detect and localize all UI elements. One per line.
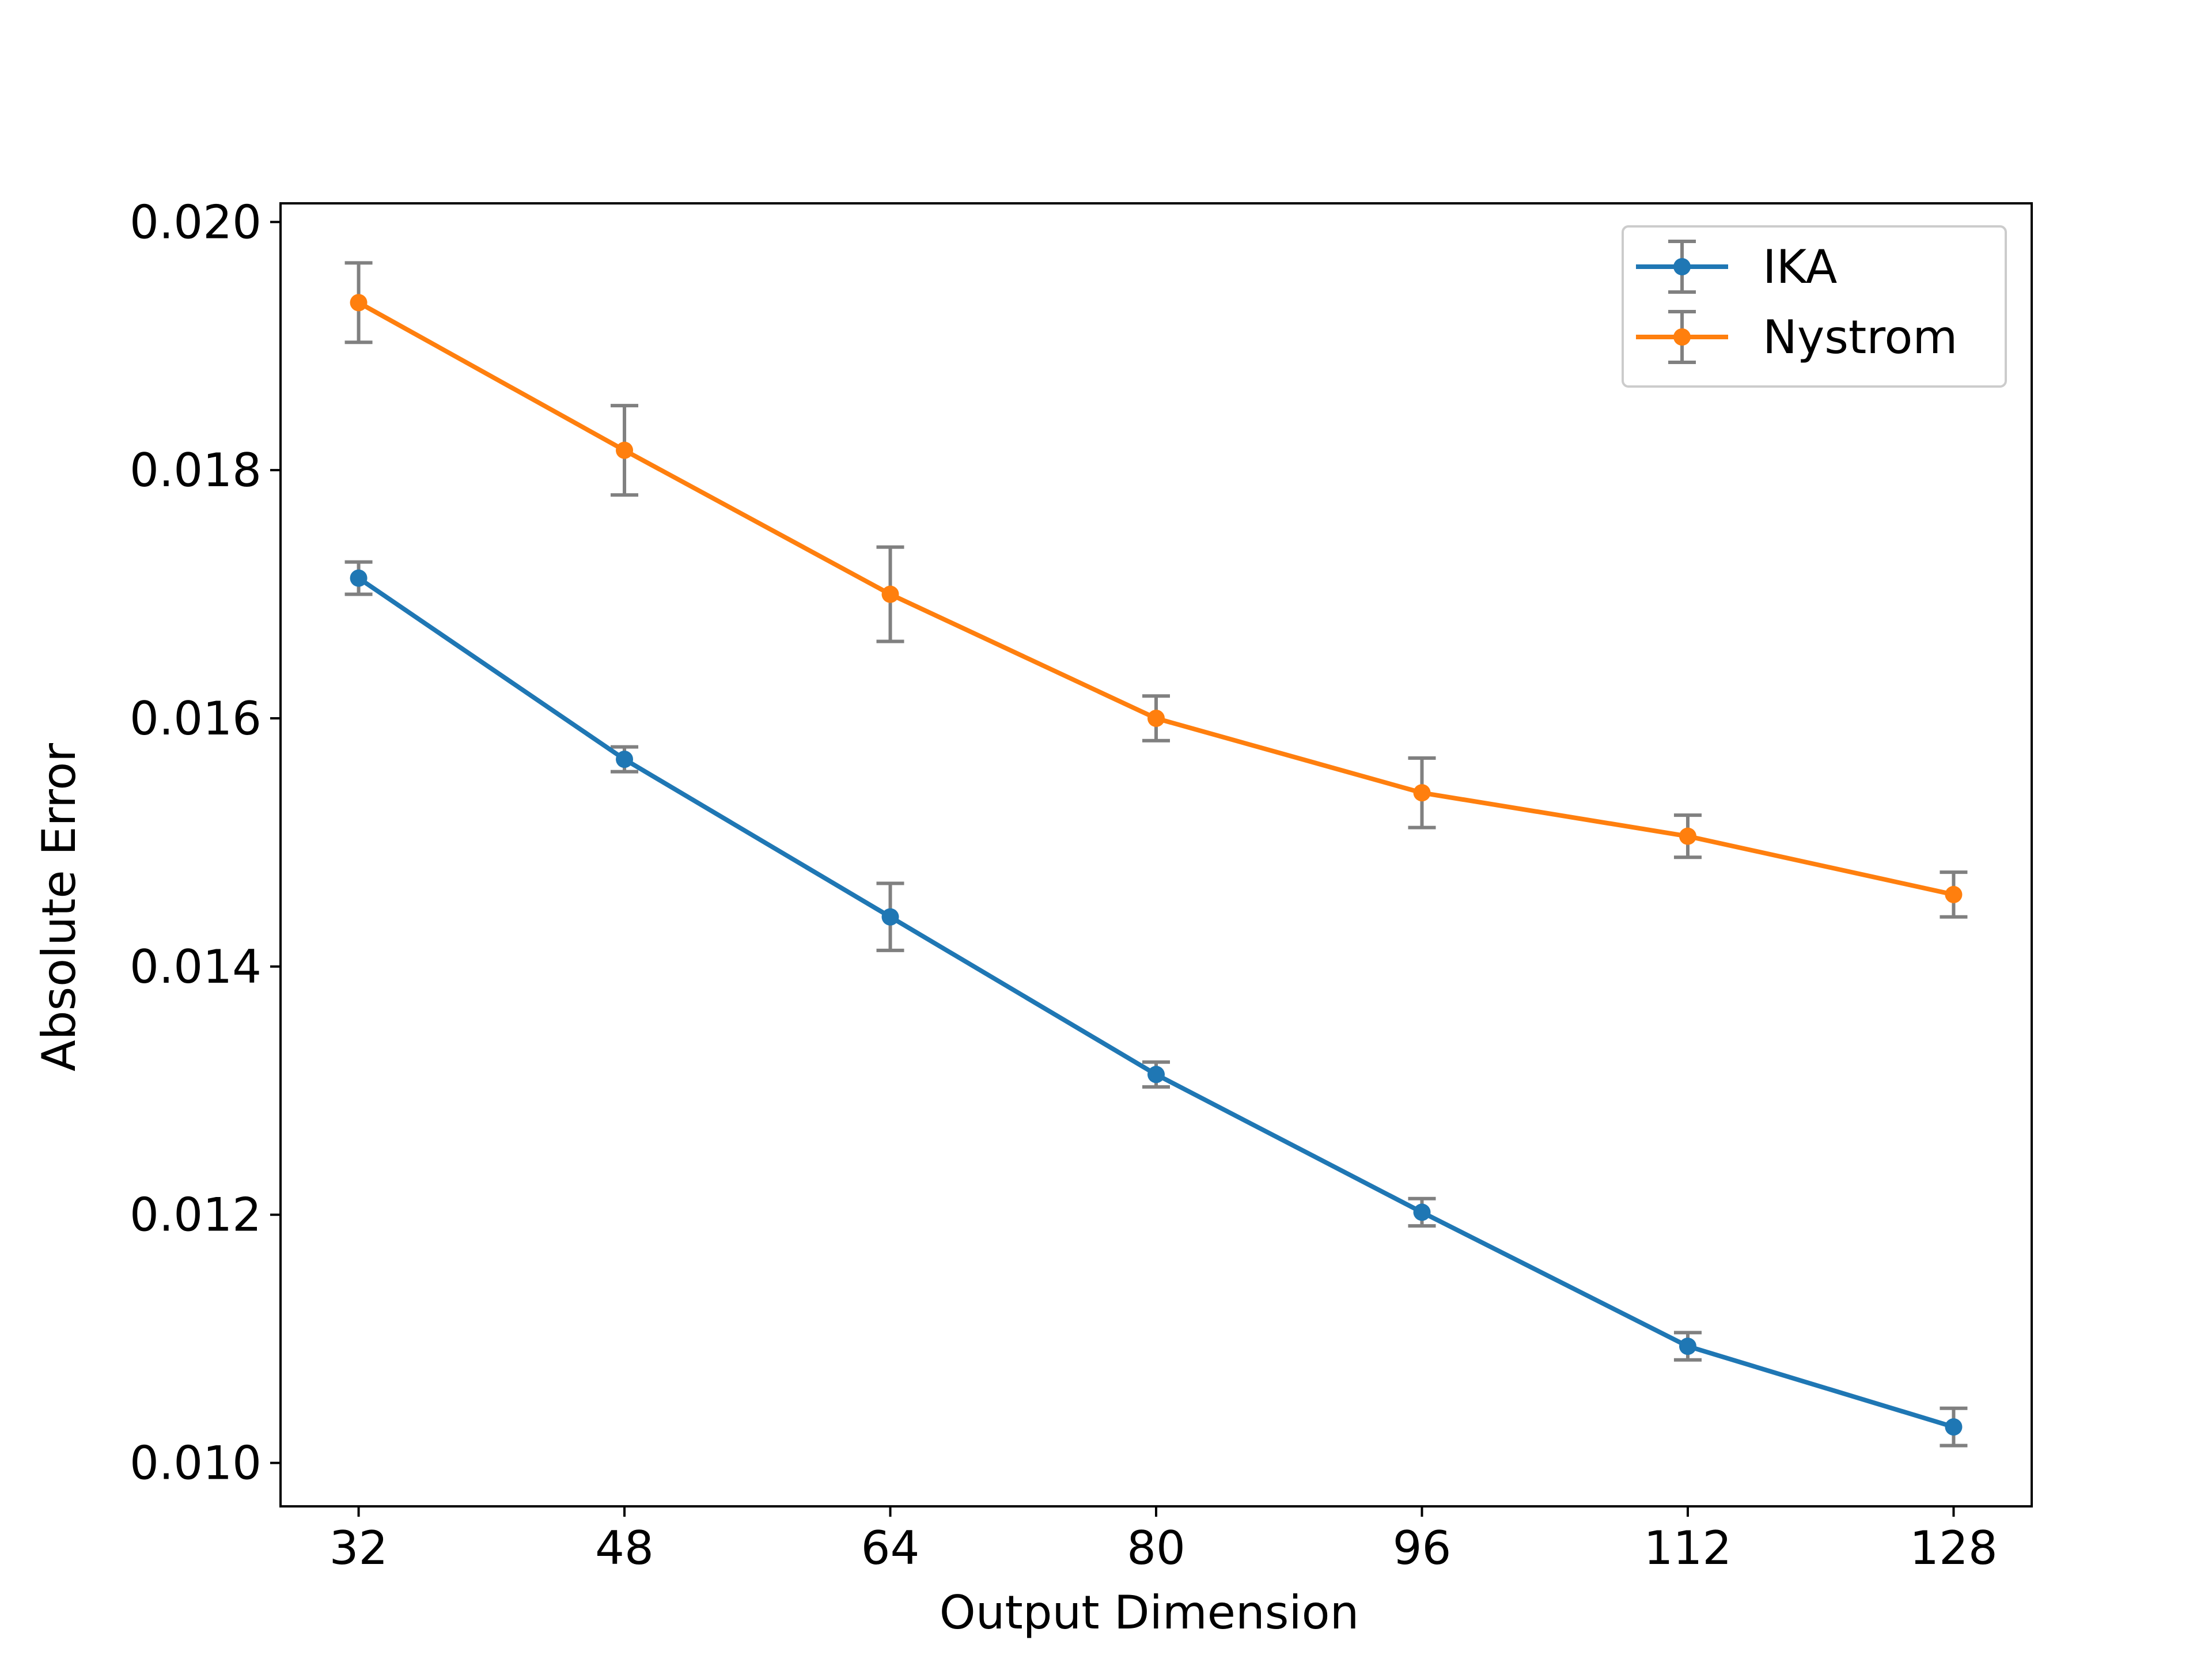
x-tick-label: 96 (1393, 1521, 1452, 1575)
data-point (881, 585, 899, 603)
legend-marker-ika (1673, 258, 1691, 275)
plot-area (344, 261, 1968, 1448)
legend-label-ika: IKA (1763, 240, 1838, 294)
data-point (616, 751, 634, 768)
data-point (1147, 1066, 1165, 1084)
y-tick-label: 0.018 (130, 444, 262, 497)
x-tick-label: 48 (595, 1521, 654, 1575)
data-point (1679, 1338, 1696, 1355)
y-axis-label: Absolute Error (32, 743, 86, 1071)
data-point (1413, 784, 1431, 802)
series-ika (344, 560, 1968, 1448)
x-tick-label: 64 (861, 1521, 920, 1575)
data-point (1945, 1418, 1963, 1436)
legend-label-nystrom: Nystrom (1763, 310, 1957, 364)
data-point (1945, 885, 1963, 903)
y-tick-label: 0.014 (130, 940, 262, 994)
axes: 32 48 64 80 96 112 128 0.010 0.012 0.014 0.016 0.01… (130, 195, 2033, 1575)
data-point (1679, 827, 1696, 845)
legend-item-nystrom: Nystrom (1636, 310, 1957, 364)
y-tick-label: 0.012 (130, 1188, 262, 1242)
data-point (1147, 710, 1165, 728)
data-point (1413, 1203, 1431, 1221)
series-nystrom (344, 261, 1968, 919)
x-axis-label: Output Dimension (940, 1586, 1359, 1639)
data-point (616, 441, 634, 459)
x-tick-label: 128 (1910, 1521, 1998, 1575)
y-tick-label: 0.016 (130, 692, 262, 745)
data-point (350, 294, 368, 312)
legend-marker-nystrom (1673, 328, 1691, 346)
x-tick-label: 32 (329, 1521, 388, 1575)
data-point (350, 569, 368, 587)
y-tick-label: 0.020 (130, 195, 262, 249)
legend: IKA Nystrom (1622, 225, 2007, 388)
legend-item-ika: IKA (1636, 240, 1838, 294)
x-tick-label: 80 (1127, 1521, 1185, 1575)
data-point (881, 908, 899, 926)
y-tick-label: 0.010 (130, 1437, 262, 1490)
x-tick-label: 112 (1644, 1521, 1732, 1575)
